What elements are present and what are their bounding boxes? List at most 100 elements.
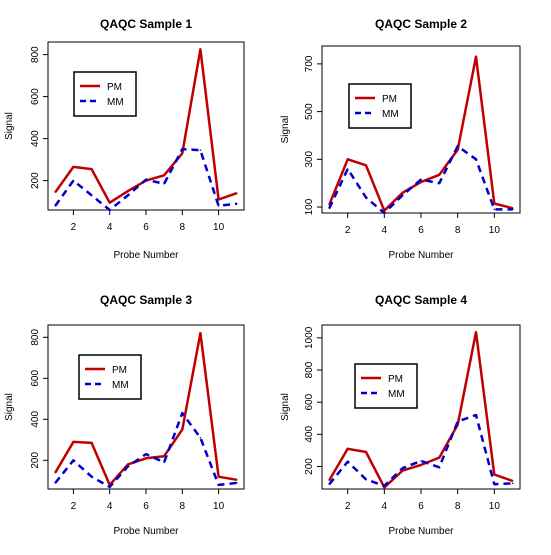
chart-panel-2: QAQC Sample 2 2 4 6 8 10 100 300 500 700 Probe Num…: [280, 17, 521, 261]
x-tick-label: 8: [455, 501, 461, 512]
y-tick-label: 1000: [304, 326, 315, 349]
y-tick-label: 800: [304, 361, 315, 378]
x-tick-label: 6: [143, 501, 149, 512]
plot-frame: [321, 45, 521, 214]
y-tick-label: 600: [30, 88, 41, 105]
data-point-mm: [72, 179, 75, 182]
data-point-pm: [438, 174, 441, 176]
data-point-pm: [72, 166, 75, 168]
y-tick-label: 400: [30, 411, 41, 428]
x-tick-label: 8: [455, 225, 461, 236]
data-point-pm: [72, 441, 75, 443]
y-tick-label: 800: [30, 329, 41, 346]
data-point-mm: [420, 460, 422, 462]
legend-box: [354, 363, 418, 409]
y-tick-label: 200: [30, 452, 41, 469]
y-tick-label: 600: [304, 393, 315, 410]
data-point-mm: [438, 182, 441, 184]
y-tick-label: 200: [30, 172, 41, 189]
data-point-pm: [346, 158, 349, 161]
data-point-pm: [54, 471, 57, 474]
data-point-pm: [145, 457, 147, 460]
data-point-mm: [235, 202, 238, 205]
data-point-mm: [365, 196, 367, 199]
data-point-mm: [401, 467, 404, 469]
data-point-pm: [328, 479, 331, 481]
data-point-pm: [365, 164, 367, 167]
data-point-pm: [163, 455, 165, 458]
legend-label-mm: MM: [382, 109, 399, 120]
data-point-mm: [383, 212, 386, 214]
legend-label-mm: MM: [107, 97, 124, 108]
legend-label-pm: PM: [112, 365, 127, 376]
x-axis-label: Probe Number: [388, 250, 454, 261]
data-point-mm: [163, 182, 165, 185]
x-tick-label: 6: [418, 501, 424, 512]
data-point-pm: [401, 191, 404, 194]
chart-title: QAQC Sample 2: [375, 17, 467, 31]
y-axis-label: Signal: [280, 393, 291, 421]
y-axis-label: Signal: [280, 116, 291, 144]
x-tick-label: 4: [107, 501, 113, 512]
legend-label-pm: PM: [382, 94, 397, 105]
x-axis-label: Probe Number: [113, 250, 179, 261]
data-point-mm: [163, 461, 165, 464]
data-point-mm: [199, 149, 202, 151]
data-point-mm: [181, 412, 184, 414]
series-line-mm: [328, 413, 513, 488]
data-point-pm: [181, 152, 184, 155]
legend-box: [78, 354, 142, 400]
data-point-mm: [54, 205, 57, 207]
x-tick-label: 2: [345, 501, 351, 512]
data-point-pm: [365, 451, 367, 453]
data-point-mm: [456, 420, 459, 423]
data-point-pm: [127, 190, 129, 192]
data-point-mm: [401, 194, 404, 196]
data-point-pm: [199, 332, 202, 335]
data-point-pm: [163, 174, 165, 177]
y-tick-label: 500: [304, 103, 315, 120]
x-tick-label: 4: [382, 225, 388, 236]
chart-title: QAQC Sample 3: [100, 293, 192, 307]
data-point-pm: [217, 198, 220, 201]
x-tick-label: 6: [143, 222, 149, 233]
data-point-pm: [108, 201, 111, 204]
data-point-mm: [181, 148, 184, 150]
chart-panel-4: QAQC Sample 4 2 4 6 8 10 200 400 600 800 1000 Probe…: [280, 293, 521, 537]
series-line-mm: [54, 411, 237, 489]
chart-panel-3: QAQC Sample 3 2 4 6 8 10 200 400 600 800 Probe Num…: [4, 293, 245, 537]
legend-box: [348, 83, 412, 129]
data-point-mm: [346, 168, 349, 170]
plot-frame: [47, 324, 245, 490]
y-tick-label: 400: [304, 426, 315, 443]
data-point-mm: [235, 482, 238, 484]
data-point-mm: [475, 414, 477, 416]
data-point-pm: [346, 448, 349, 450]
data-point-pm: [90, 442, 93, 444]
data-point-pm: [383, 209, 386, 212]
x-tick-label: 10: [213, 501, 225, 512]
data-point-pm: [493, 473, 496, 476]
data-point-pm: [217, 475, 220, 478]
y-axis-label: Signal: [4, 393, 15, 421]
chart-title: QAQC Sample 4: [375, 293, 467, 307]
data-point-mm: [456, 145, 459, 147]
data-point-pm: [90, 168, 93, 170]
data-point-mm: [108, 209, 111, 211]
data-point-mm: [346, 460, 349, 463]
x-tick-label: 8: [180, 501, 186, 512]
x-tick-label: 8: [180, 222, 186, 233]
legend-label-pm: PM: [107, 82, 122, 93]
data-point-pm: [511, 480, 514, 482]
x-tick-label: 2: [71, 501, 77, 512]
data-point-mm: [493, 208, 496, 211]
data-point-mm: [199, 436, 202, 439]
y-tick-label: 800: [30, 46, 41, 63]
data-point-pm: [475, 331, 477, 334]
data-point-mm: [217, 205, 220, 207]
y-tick-label: 300: [304, 151, 315, 168]
data-point-mm: [328, 483, 331, 485]
data-point-mm: [420, 178, 422, 181]
x-tick-label: 4: [382, 501, 388, 512]
